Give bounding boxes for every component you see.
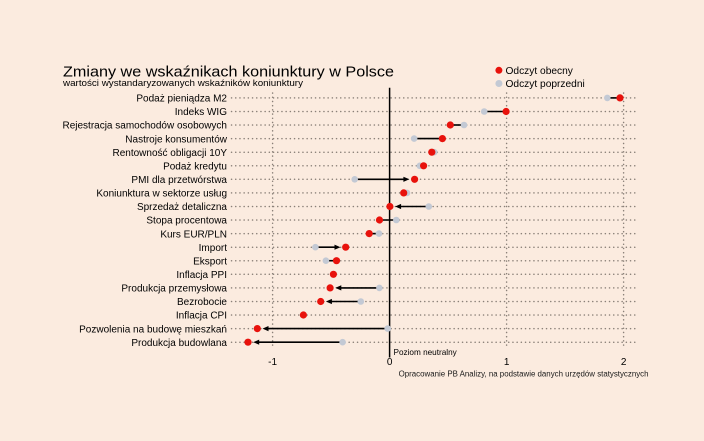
svg-text:Podaż kredytu: Podaż kredytu <box>163 161 227 172</box>
svg-text:Stopa procentowa: Stopa procentowa <box>146 216 227 227</box>
svg-text:Opracowanie PB Analizy, na pod: Opracowanie PB Analizy, na podstawie dan… <box>399 370 649 379</box>
svg-text:wartości wystandaryzowanych ws: wartości wystandaryzowanych wskaźników k… <box>62 78 303 89</box>
svg-text:Rentowność obligacji 10Y: Rentowność obligacji 10Y <box>112 148 227 159</box>
svg-text:0: 0 <box>387 357 393 368</box>
svg-text:Eksport: Eksport <box>193 256 227 267</box>
svg-text:Sprzedaż detaliczna: Sprzedaż detaliczna <box>137 202 227 213</box>
svg-text:Bezrobocie: Bezrobocie <box>177 297 227 308</box>
svg-text:Poziom neutralny: Poziom neutralny <box>394 348 458 357</box>
svg-text:Import: Import <box>199 243 228 254</box>
svg-text:Odczyt obecny: Odczyt obecny <box>506 66 574 77</box>
svg-text:Kurs EUR/PLN: Kurs EUR/PLN <box>160 229 227 240</box>
svg-text:Zmiany we wskaźnikach koniunkt: Zmiany we wskaźnikach koniunktury w Pols… <box>63 65 394 81</box>
svg-text:Odczyt poprzedni: Odczyt poprzedni <box>506 79 585 90</box>
svg-text:Produkcja budowlana: Produkcja budowlana <box>131 338 227 349</box>
svg-text:PMI dla przetwórstwa: PMI dla przetwórstwa <box>131 175 227 186</box>
svg-text:Nastroje konsumentów: Nastroje konsumentów <box>125 134 227 145</box>
svg-text:2: 2 <box>621 357 627 368</box>
svg-text:Pozwolenia na budowę mieszkań: Pozwolenia na budowę mieszkań <box>79 324 227 335</box>
svg-text:1: 1 <box>504 357 510 368</box>
svg-text:-1: -1 <box>268 357 277 368</box>
svg-text:Inflacja CPI: Inflacja CPI <box>176 311 227 322</box>
svg-text:Produkcja przemysłowa: Produkcja przemysłowa <box>121 284 227 295</box>
svg-text:Indeks WIG: Indeks WIG <box>175 107 227 118</box>
svg-text:Rejestracja samochodów osobowy: Rejestracja samochodów osobowych <box>62 121 227 132</box>
svg-text:Podaż pieniądza M2: Podaż pieniądza M2 <box>136 94 227 105</box>
svg-text:Koniunktura w sektorze usług: Koniunktura w sektorze usług <box>96 189 227 200</box>
svg-text:Inflacja PPI: Inflacja PPI <box>176 270 227 281</box>
